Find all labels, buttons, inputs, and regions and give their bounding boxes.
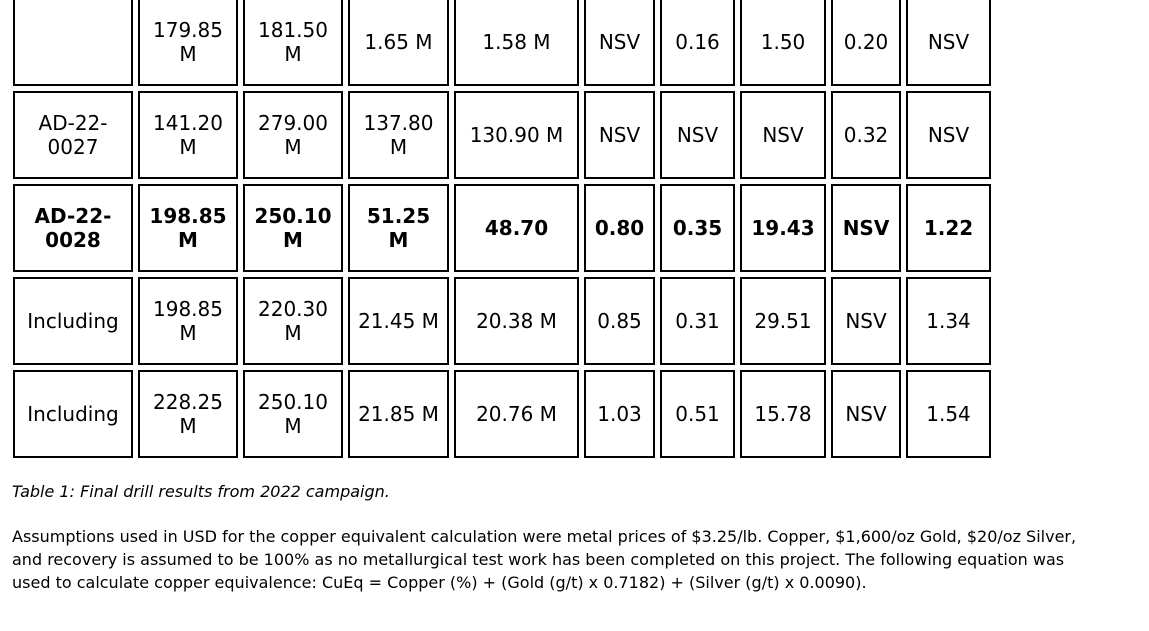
table-cell: 19.43 [740,184,826,272]
table-cell: NSV [660,91,735,179]
table-cell: 1.34 [906,277,991,365]
table-cell: 198.85 M [138,277,238,365]
table-caption: Table 1: Final drill results from 2022 c… [12,482,390,501]
drill-results-table-body: 179.85 M 181.50 M 1.65 M 1.58 M NSV 0.16 1.50 0… [13,0,991,458]
table-cell: 141.20 M [138,91,238,179]
table-cell: 198.85 M [138,184,238,272]
table-cell: 1.22 [906,184,991,272]
table-cell: 15.78 [740,370,826,458]
table-cell: AD-22-0028 [13,184,133,272]
table-cell: 20.38 M [454,277,579,365]
table-cell: 220.30 M [243,277,343,365]
table-row: AD-22-0028 198.85 M 250.10 M 51.25 M 48.70 0.… [13,184,991,272]
table-cell: AD-22-0027 [13,91,133,179]
table-cell: 0.16 [660,0,735,86]
table-cell: 1.58 M [454,0,579,86]
table-cell: 130.90 M [454,91,579,179]
table-cell: 0.85 [584,277,655,365]
drill-results-table: 179.85 M 181.50 M 1.65 M 1.58 M NSV 0.16 1.50 0… [8,0,996,463]
table-cell: NSV [906,0,991,86]
table-cell: 250.10 M [243,184,343,272]
table-cell: 137.80 M [348,91,449,179]
table-cell: NSV [584,91,655,179]
table-cell: 20.76 M [454,370,579,458]
table-cell: 1.03 [584,370,655,458]
table-row: AD-22-0027 141.20 M 279.00 M 137.80 M 130.90… [13,91,991,179]
table-cell: 1.65 M [348,0,449,86]
table-cell: NSV [584,0,655,86]
table-cell: NSV [831,370,901,458]
table-cell: NSV [831,184,901,272]
table-cell: 0.51 [660,370,735,458]
cueq-assumptions-paragraph: Assumptions used in USD for the copper e… [12,527,1077,592]
table-cell: 181.50 M [243,0,343,86]
table-cell: 51.25 M [348,184,449,272]
table-cell: 0.20 [831,0,901,86]
table-row: 179.85 M 181.50 M 1.65 M 1.58 M NSV 0.16 1.50 0… [13,0,991,86]
table-cell: NSV [831,277,901,365]
table-cell: 1.54 [906,370,991,458]
page-content: 179.85 M 181.50 M 1.65 M 1.58 M NSV 0.16 1.50 0… [8,0,1077,592]
table-cell: 21.85 M [348,370,449,458]
table-cell: 250.10 M [243,370,343,458]
table-cell [13,0,133,86]
table-cell: 279.00 M [243,91,343,179]
table-cell: 228.25 M [138,370,238,458]
table-cell: 1.50 [740,0,826,86]
table-cell: Including [13,277,133,365]
table-cell: NSV [740,91,826,179]
table-cell: 0.31 [660,277,735,365]
table-cell: Including [13,370,133,458]
table-cell: 0.35 [660,184,735,272]
table-cell: NSV [906,91,991,179]
table-cell: 29.51 [740,277,826,365]
table-cell: 21.45 M [348,277,449,365]
table-cell: 0.32 [831,91,901,179]
table-cell: 48.70 [454,184,579,272]
table-cell: 0.80 [584,184,655,272]
table-cell: 179.85 M [138,0,238,86]
